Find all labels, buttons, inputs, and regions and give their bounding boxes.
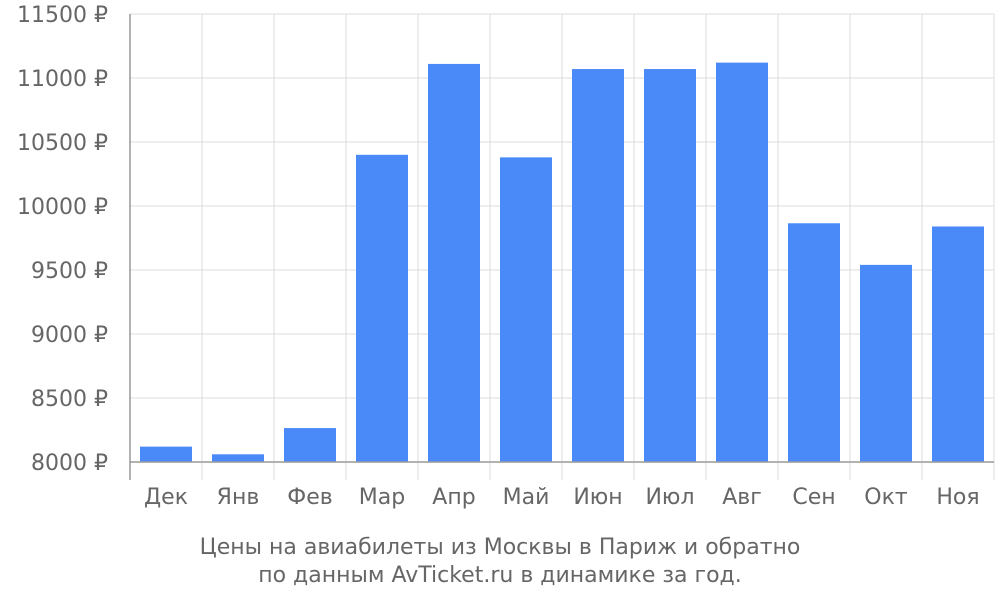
bar-7: [572, 69, 624, 462]
x-tick-label: Фев: [287, 485, 332, 510]
x-tick-label: Авг: [722, 485, 762, 510]
y-tick-label: 8500 ₽: [31, 387, 108, 412]
y-tick-label: 11000 ₽: [17, 67, 108, 92]
x-tick-label: Июл: [645, 485, 694, 510]
bars: [140, 62, 984, 463]
x-tick-label: Янв: [217, 485, 260, 510]
bar-5: [428, 63, 480, 463]
bar-4: [356, 154, 408, 463]
x-tick-label: Апр: [432, 485, 475, 510]
chart-caption-line-2: по данным AvTicket.ru в динамике за год.: [258, 563, 742, 588]
bar-10: [788, 223, 840, 462]
chart-caption-line-1: Цены на авиабилеты из Москвы в Париж и о…: [199, 535, 801, 560]
y-tick-labels: 8000 ₽ 8500 ₽ 9000 ₽ 9500 ₽ 10000 ₽ 10500 ₽ 11…: [17, 3, 108, 476]
x-tick-label: Мар: [359, 485, 405, 510]
bar-12: [932, 226, 984, 462]
axes: [129, 14, 994, 480]
bar-3: [284, 428, 336, 462]
y-tick-label: 8000 ₽: [31, 451, 108, 476]
bar-1: [140, 446, 192, 462]
x-tick-labels: Дек Янв Фев Мар Апр Май Июн Июл Авг Сен Окт Ноя: [144, 485, 980, 510]
bar-6: [500, 157, 552, 463]
y-tick-label: 10000 ₽: [17, 195, 108, 220]
y-tick-label: 11500 ₽: [17, 3, 108, 28]
x-tick-label: Май: [503, 485, 550, 510]
y-tick-label: 9000 ₽: [31, 323, 108, 348]
x-tick-label: Ноя: [936, 485, 979, 510]
y-tick-label: 10500 ₽: [17, 131, 108, 156]
x-tick-label: Дек: [144, 485, 188, 510]
x-tick-label: Сен: [792, 485, 835, 510]
x-tick-label: Окт: [864, 485, 908, 510]
x-tick-label: Июн: [573, 485, 622, 510]
grid: [129, 13, 995, 480]
bar-8: [644, 69, 696, 462]
bar-11: [860, 264, 912, 462]
y-tick-label: 9500 ₽: [31, 259, 108, 284]
bar-9: [716, 62, 768, 462]
bar-2: [212, 454, 264, 462]
